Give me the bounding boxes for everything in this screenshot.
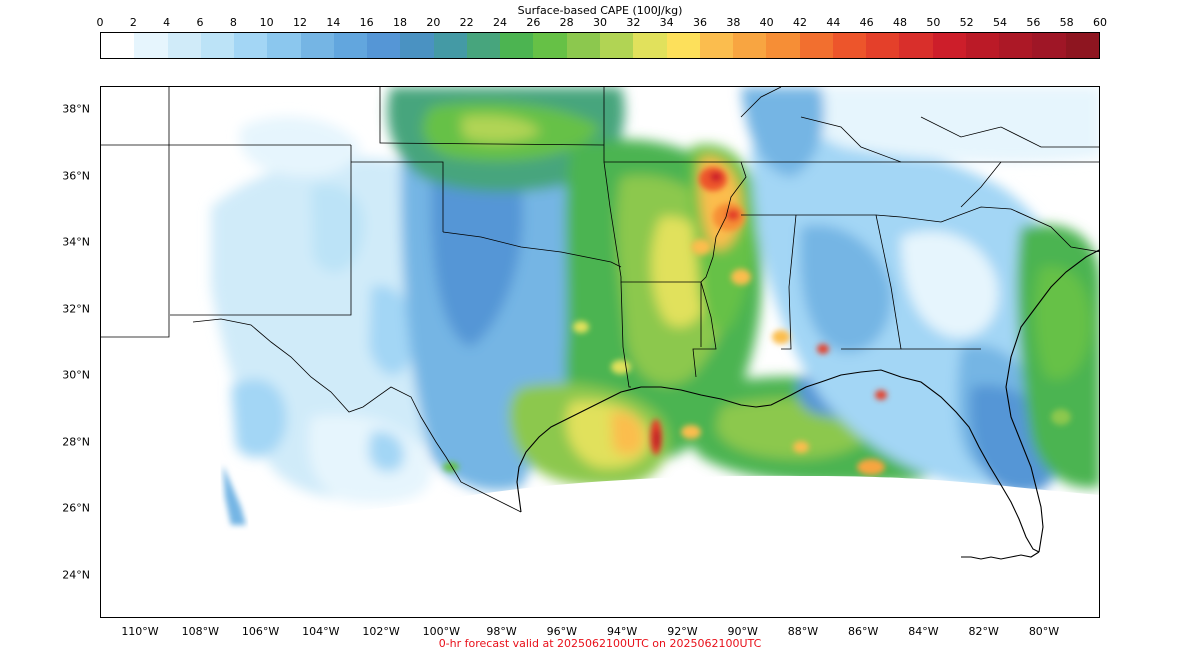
- colorbar-swatch: [699, 33, 734, 58]
- longitude-label: 90°W: [727, 625, 758, 638]
- longitude-label: 84°W: [908, 625, 939, 638]
- colorbar-swatch: [533, 33, 567, 58]
- colorbar-tick-label: 14: [326, 16, 341, 29]
- latitude-label: 28°N: [62, 435, 90, 449]
- colorbar-tick-label: 42: [793, 16, 807, 29]
- cape-map: [101, 87, 1099, 560]
- colorbar-tick-label: 10: [259, 16, 274, 29]
- longitude-label: 104°W: [302, 625, 340, 638]
- colorbar-swatch: [234, 33, 268, 58]
- colorbar-swatch: [866, 33, 900, 58]
- latitude-label: 32°N: [62, 302, 90, 316]
- colorbar-swatch: [633, 33, 667, 58]
- colorbar-tick-label: 16: [359, 16, 374, 29]
- longitude-label: 108°W: [181, 625, 219, 638]
- colorbar-swatch: [400, 33, 434, 58]
- latitude-label: 38°N: [62, 102, 90, 116]
- cape-field: [211, 87, 1099, 504]
- baja-fragment: [223, 465, 246, 525]
- colorbar-tick-label: 36: [693, 16, 707, 29]
- colorbar-tick-label: 52: [959, 16, 974, 29]
- colorbar-tick-label: 2: [129, 16, 137, 29]
- colorbar-tick-label: 26: [526, 16, 541, 29]
- political-boundaries: [101, 87, 1099, 513]
- longitude-label: 88°W: [787, 625, 819, 638]
- colorbar-swatch: [965, 33, 1000, 58]
- coastline: [516, 249, 1099, 560]
- longitude-label: 86°W: [848, 625, 879, 638]
- colorbar-tick-label: 38: [726, 16, 741, 29]
- colorbar-swatch: [134, 33, 168, 58]
- colorbar-tick-label: 48: [893, 16, 907, 29]
- longitude-label: 92°W: [667, 625, 698, 638]
- colorbar-tick-label: 50: [926, 16, 941, 29]
- colorbar-tick-label: 34: [659, 16, 674, 29]
- latitude-label: 34°N: [62, 235, 90, 249]
- colorbar-swatch: [1065, 33, 1099, 58]
- colorbar-tick-label: 30: [593, 16, 607, 29]
- colorbar-tick-label: 56: [1026, 16, 1041, 29]
- colorbar-swatch: [766, 33, 800, 58]
- colorbar-swatch: [733, 33, 767, 58]
- colorbar-swatch: [1032, 33, 1066, 58]
- colorbar-tick-label: 18: [393, 16, 407, 29]
- colorbar-tick-label: 46: [859, 16, 874, 29]
- colorbar-swatch: [899, 33, 933, 58]
- colorbar-swatch: [267, 33, 301, 58]
- colorbar-swatch: [466, 33, 501, 58]
- longitude-label: 82°W: [968, 625, 999, 638]
- colorbar-swatch: [566, 33, 600, 58]
- colorbar-title: Surface-based CAPE (100J/kg): [517, 4, 683, 17]
- colorbar-swatch: [500, 33, 534, 58]
- colorbar-swatch: [599, 33, 634, 58]
- colorbar-swatch: [799, 33, 833, 58]
- longitude-label: 106°W: [241, 625, 280, 638]
- colorbar-swatch: [433, 33, 467, 58]
- colorbar-tick-label: 4: [163, 16, 171, 29]
- colorbar-tick-label: 28: [559, 16, 574, 29]
- latitude-label: 24°N: [62, 568, 90, 582]
- colorbar-tick-label: 12: [293, 16, 307, 29]
- latitude-label: 30°N: [62, 368, 90, 382]
- colorbar-swatch: [367, 33, 401, 58]
- latitude-label: 36°N: [62, 169, 90, 183]
- colorbar: [100, 32, 1100, 59]
- colorbar-tick-label: 58: [1059, 16, 1074, 29]
- colorbar-swatch: [832, 33, 867, 58]
- longitude-label: 80°W: [1028, 625, 1060, 638]
- colorbar-tick-label: 0: [96, 16, 104, 29]
- latitude-label: 26°N: [62, 501, 90, 515]
- colorbar-swatch: [101, 33, 135, 58]
- colorbar-tick-label: 32: [626, 16, 641, 29]
- longitude-label: 102°W: [362, 625, 400, 638]
- colorbar-swatch: [932, 33, 966, 58]
- colorbar-tick-label: 40: [759, 16, 774, 29]
- colorbar-swatch: [167, 33, 201, 58]
- colorbar-tick-label: 54: [993, 16, 1007, 29]
- colorbar-tick-label: 20: [426, 16, 441, 29]
- longitude-label: 110°W: [121, 625, 159, 638]
- colorbar-tick-label: 22: [459, 16, 474, 29]
- colorbar-tick-label: 60: [1093, 16, 1107, 29]
- longitude-label: 100°W: [422, 625, 461, 638]
- forecast-valid-footer: 0-hr forecast valid at 2025062100UTC on …: [438, 637, 762, 650]
- colorbar-swatch: [200, 33, 235, 58]
- colorbar-tick-label: 6: [196, 16, 204, 29]
- colorbar-swatch: [666, 33, 700, 58]
- longitude-label: 96°W: [546, 625, 578, 638]
- colorbar-swatch: [333, 33, 368, 58]
- map-panel: [100, 86, 1100, 618]
- longitude-label: 94°W: [606, 625, 638, 638]
- colorbar-tick-label: 8: [229, 16, 237, 29]
- colorbar-tick-labels: 0 2 4 6 8 10 12 14 16 18 20 22 24 26 28 30 32 34 36 38 40 42 4…: [0, 16, 1200, 30]
- colorbar-swatch: [300, 33, 334, 58]
- colorbar-tick-label: 24: [493, 16, 507, 29]
- longitude-label: 98°W: [486, 625, 517, 638]
- colorbar-swatch: [999, 33, 1033, 58]
- colorbar-tick-label: 44: [826, 16, 841, 29]
